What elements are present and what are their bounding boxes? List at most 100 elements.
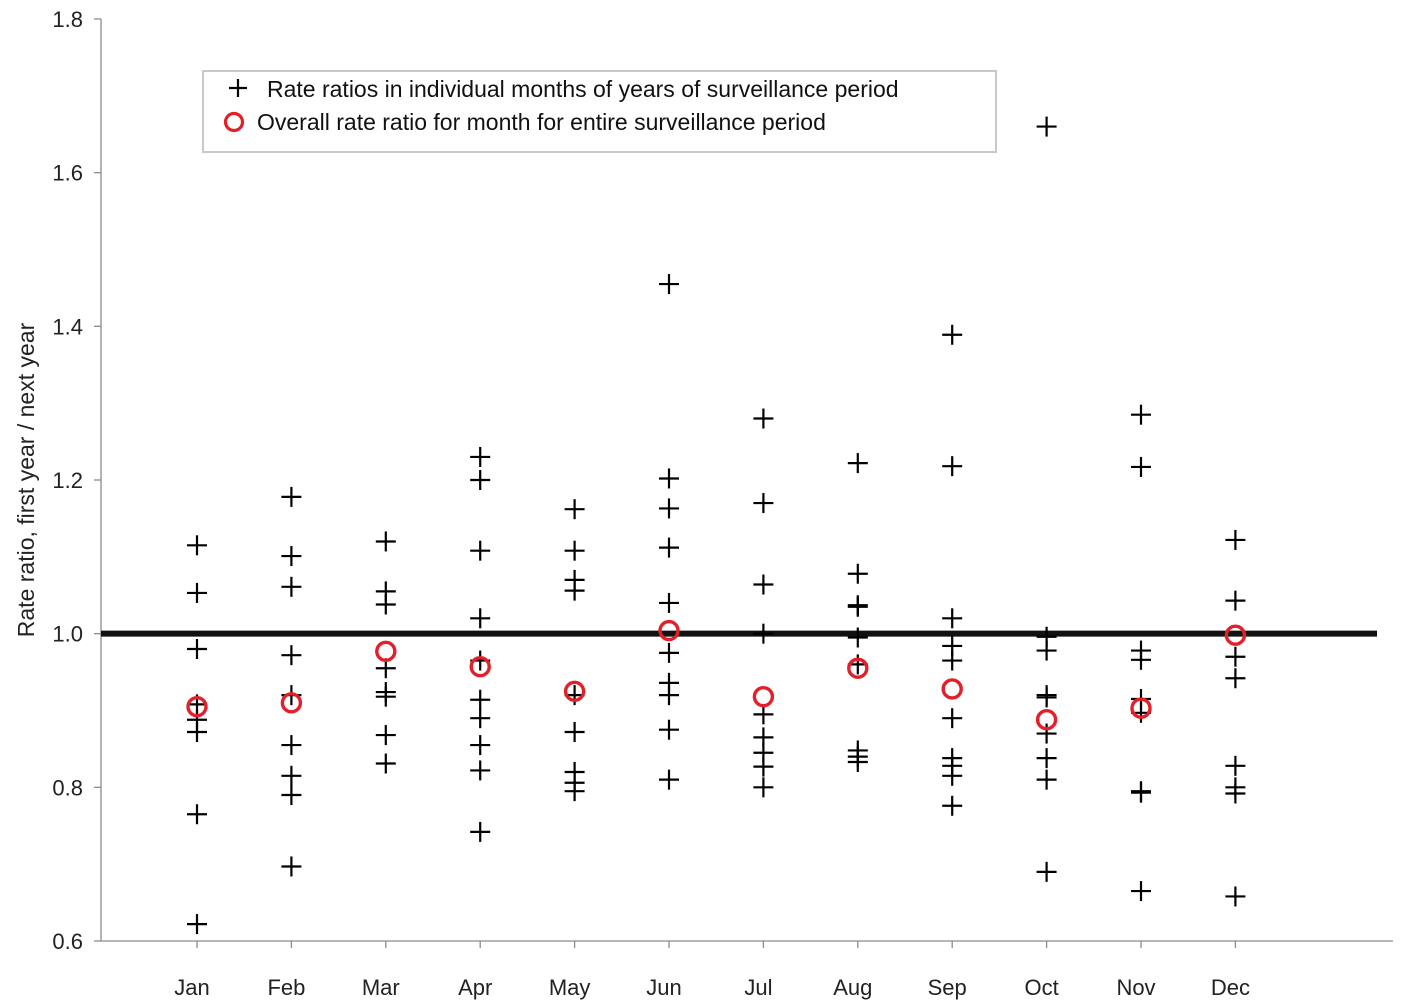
plus-marker [1225,886,1246,907]
plus-marker [942,456,963,477]
y-axis-title: Rate ratio, first year / next year [13,322,39,637]
legend: Rate ratios in individual months of year… [202,70,997,153]
plus-marker [281,856,302,877]
legend-circle-icon [223,111,245,133]
plus-marker [470,540,491,561]
plus-marker [375,594,396,615]
plus-marker [1225,590,1246,611]
x-tick-label: Mar [362,975,400,1000]
plus-marker [942,324,963,345]
x-tick-label: Feb [267,975,305,1000]
plus-marker [375,686,396,707]
plus-marker [1225,783,1246,804]
plus-marker [1131,404,1151,425]
plus-marker [942,708,963,729]
legend-box [202,70,997,153]
x-tick-label: Jan [174,975,209,1000]
x-tick-label: Sep [928,975,967,1000]
plus-marker [753,777,774,798]
plus-marker [1036,116,1057,137]
overall-ratio-marker [752,685,775,708]
plus-marker [847,563,868,584]
plus-marker [281,765,302,786]
legend-label-overall: Overall rate ratio for month for entire … [257,109,826,135]
plus-marker [1036,640,1057,661]
plus-marker [659,685,679,706]
y-tick-label: 0.8 [52,775,83,800]
overall-ratio-marker [847,657,869,679]
plus-marker [187,804,207,825]
legend-label-individual: Rate ratios in individual months of year… [267,76,899,102]
x-tick-label: May [549,975,591,1000]
plus-marker [1036,687,1057,708]
overall-ratio-marker [1035,709,1058,731]
overall-ratio-marker [469,656,491,678]
plus-marker [564,722,585,743]
y-tick-label: 1.4 [52,314,83,339]
plus-marker [753,493,774,514]
overall-ratio-marker [186,695,208,718]
plus-marker [1131,649,1151,670]
plus-marker [564,580,585,601]
overall-ratio-marker [1224,624,1247,646]
plus-marker [470,470,491,490]
plus-marker [847,627,868,648]
plus-marker [942,650,963,671]
plus-marker [470,735,491,756]
plus-marker [564,540,585,561]
plus-marker [564,499,585,520]
plus-marker [375,531,396,552]
plus-marker [659,468,679,489]
y-tick-label: 1.2 [52,468,83,493]
plus-marker [564,781,585,802]
plus-marker [1225,646,1246,667]
plus-marker [470,760,491,781]
plus-marker [187,722,207,743]
plus-marker [659,537,679,558]
plus-marker [753,623,774,644]
plus-marker [1036,723,1057,744]
x-tick-label: Jun [646,975,681,1000]
plus-marker [281,645,302,666]
plus-marker [847,596,868,617]
plus-marker [187,639,207,660]
plus-marker [1131,782,1151,803]
plus-marker [753,704,774,725]
plus-marker [659,274,679,295]
plus-marker [847,453,868,474]
y-tick-label: 1.0 [52,622,83,647]
plus-marker [1036,861,1057,882]
x-tick-label: Dec [1211,975,1250,1000]
plus-marker [942,765,963,786]
overall-ratio-marker [658,619,680,642]
plus-marker [1036,748,1057,769]
plus-marker [1131,456,1151,477]
y-ticks: 0.6 0.8 1.0 1.2 1.4 1.6 1.8 [52,7,101,954]
plus-marker [281,576,302,597]
plus-marker [470,708,491,729]
plus-marker [470,608,491,629]
plus-marker [942,608,963,629]
plus-marker [659,769,679,790]
x-tick-label: Oct [1024,975,1058,1000]
plus-marker [942,795,963,816]
overall-ratio-marker [941,678,963,700]
y-tick-label: 1.8 [52,7,83,32]
overall-ratio-marker [563,680,586,702]
overall-ratio-marker [375,640,397,663]
y-tick-label: 1.6 [52,161,83,186]
plus-marker [753,408,774,429]
plus-marker [187,914,207,935]
plus-marker [1131,881,1151,902]
y-tick-label: 0.6 [52,929,83,954]
plus-marker [659,592,679,613]
plus-marker [375,753,396,774]
legend-plus-icon [229,79,247,97]
plus-marker [1225,755,1246,776]
plus-marker [659,498,679,519]
plus-marker [187,582,207,603]
axes [100,19,1393,942]
plus-marker [753,756,774,777]
plus-markers [187,116,1246,935]
